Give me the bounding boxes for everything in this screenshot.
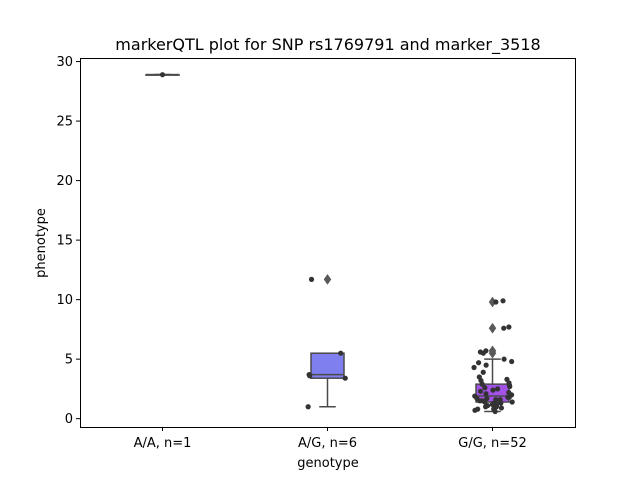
data-point <box>475 360 482 366</box>
y-tick-label: 25 <box>56 115 73 130</box>
data-point <box>506 324 512 330</box>
data-point <box>471 364 477 371</box>
data-point <box>509 399 515 405</box>
x-tick-label: A/G, n=6 <box>298 436 357 451</box>
data-point <box>305 404 311 410</box>
y-tick-label: 10 <box>56 293 73 308</box>
data-point <box>501 356 507 362</box>
y-tick-label: 20 <box>56 174 73 189</box>
data-point <box>493 299 499 305</box>
data-point <box>307 373 313 379</box>
x-axis-label: genotype <box>297 456 358 471</box>
chart-title: markerQTL plot for SNP rs1769791 and mar… <box>115 35 540 55</box>
data-point <box>509 358 515 365</box>
data-point <box>482 404 489 410</box>
data-point <box>492 408 498 415</box>
data-point <box>480 369 486 375</box>
outlier-marker <box>488 345 497 357</box>
y-tick-label: 0 <box>65 412 73 427</box>
data-point <box>482 385 488 391</box>
data-point <box>495 386 501 392</box>
data-point <box>483 391 489 397</box>
data-point <box>483 362 489 368</box>
data-point <box>472 407 478 413</box>
data-point <box>501 325 507 331</box>
plot-area <box>145 72 515 415</box>
outlier-marker <box>488 322 497 334</box>
y-tick-label: 5 <box>65 353 73 368</box>
data-point <box>479 381 485 387</box>
data-point <box>498 400 504 406</box>
x-tick-label: A/A, n=1 <box>134 436 192 451</box>
x-tick-label: G/G, n=52 <box>458 436 526 451</box>
data-point <box>500 298 506 304</box>
data-point <box>498 405 505 411</box>
data-point <box>507 383 513 390</box>
data-point <box>489 401 496 407</box>
data-point <box>477 398 483 404</box>
data-point <box>482 399 488 405</box>
y-tick-label: 30 <box>56 55 73 70</box>
data-point <box>480 350 486 356</box>
data-point <box>159 72 166 78</box>
outlier-marker <box>323 273 332 285</box>
y-axis: 0 5 10 15 20 25 30 <box>56 55 80 427</box>
data-point <box>338 350 344 356</box>
y-tick-label: 15 <box>56 234 73 249</box>
data-point <box>477 388 484 394</box>
data-point <box>505 394 511 400</box>
data-point <box>342 375 348 381</box>
data-point <box>490 387 496 393</box>
x-axis: A/A, n=1 A/G, n=6 G/G, n=52 <box>134 427 527 451</box>
y-axis-label: phenotype <box>34 208 49 278</box>
data-point <box>308 276 315 282</box>
